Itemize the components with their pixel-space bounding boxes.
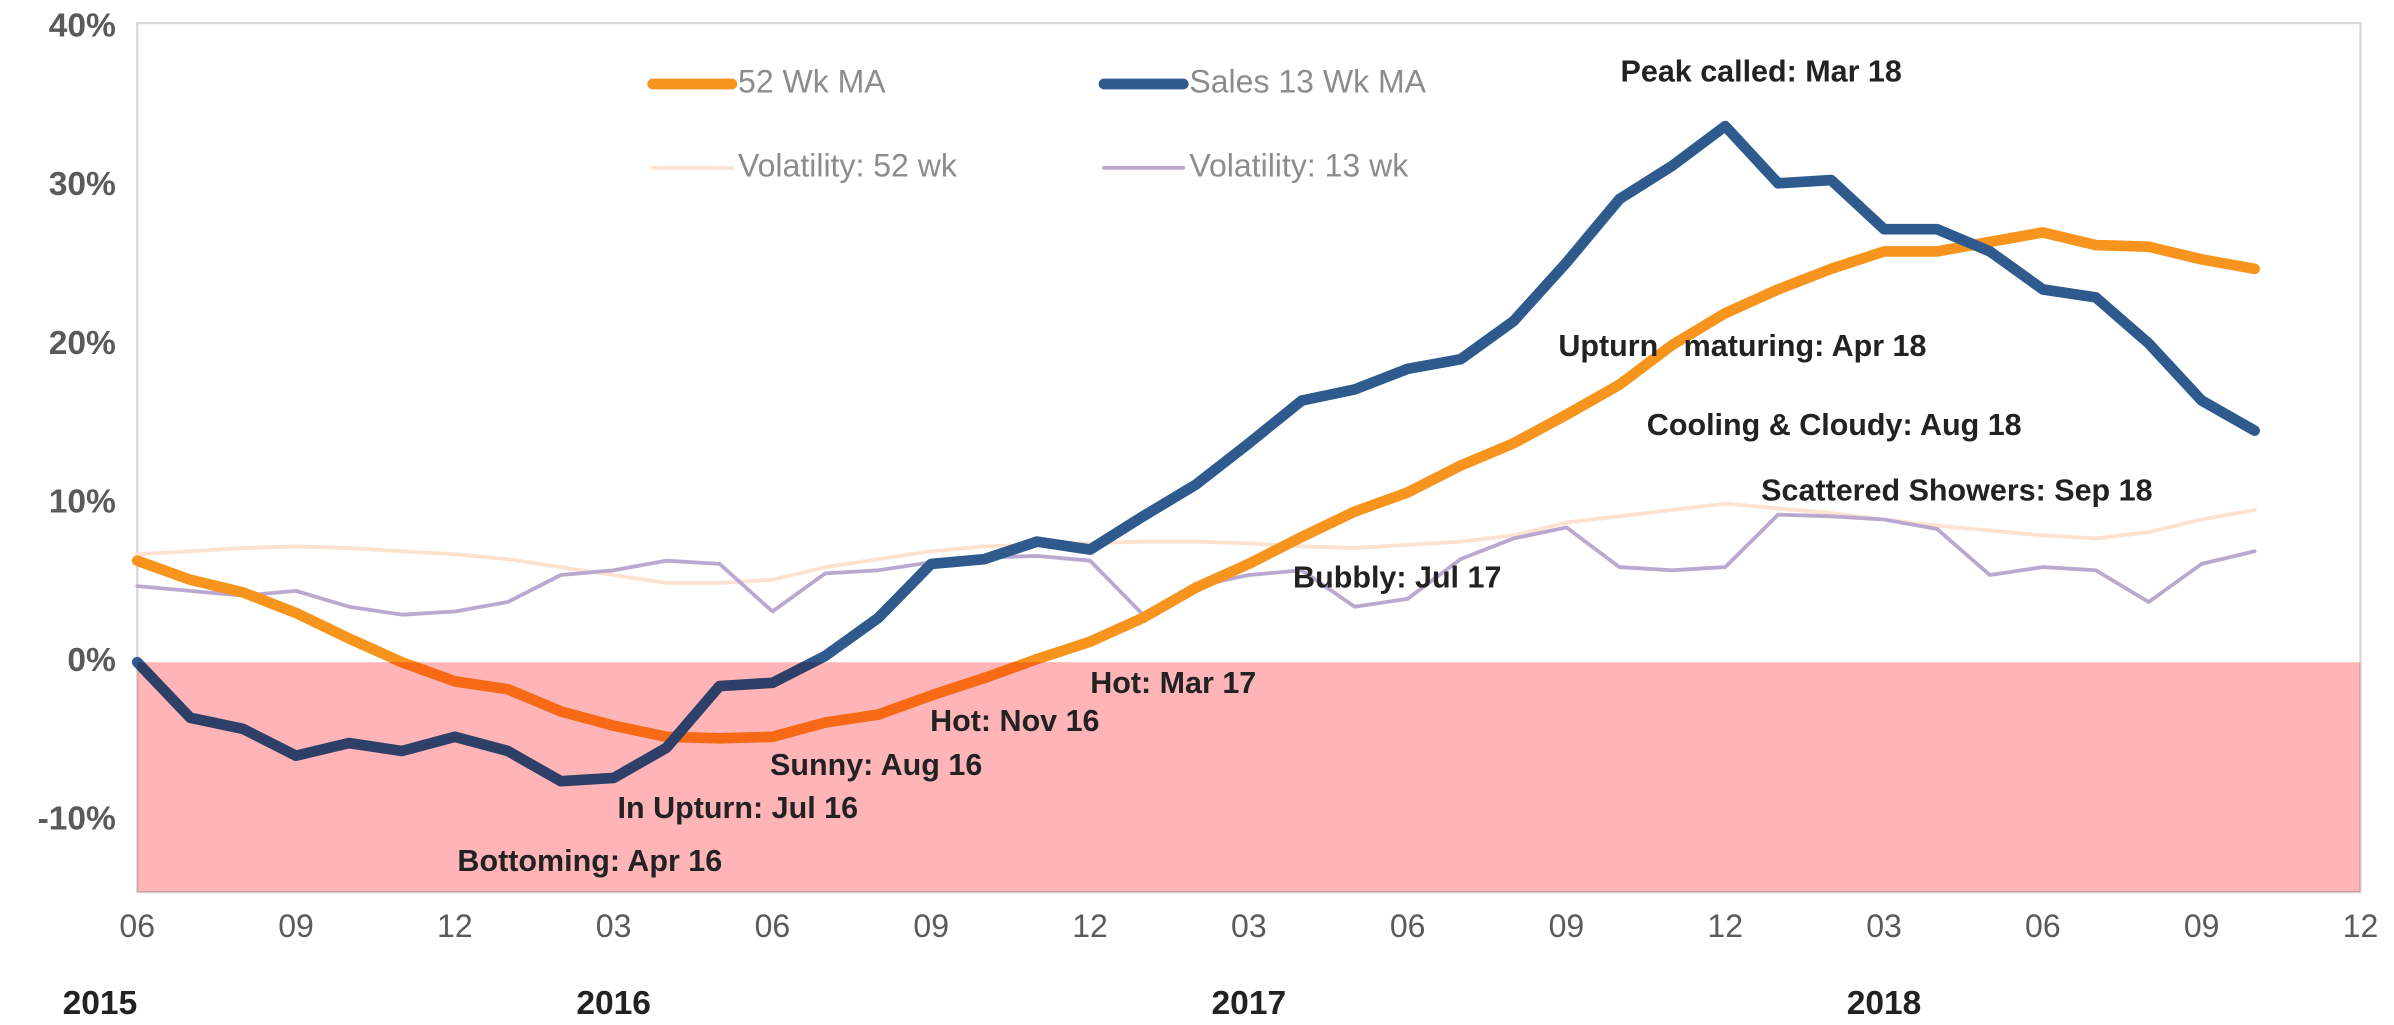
- annotation: Bubbly: Jul 17: [1293, 561, 1501, 595]
- x-tick-label: 03: [1866, 908, 1902, 944]
- series-line: [135, 512, 2257, 617]
- x-tick-label: 06: [1390, 908, 1426, 944]
- y-tick-label: 30%: [49, 166, 116, 203]
- x-tick-label: 09: [278, 908, 314, 944]
- annotation: Scattered Showers: Sep 18: [1761, 474, 2152, 508]
- x-tick-label: 09: [913, 908, 949, 944]
- legend-label: Sales 13 Wk MA: [1189, 63, 1426, 99]
- annotation: Sunny: Aug 16: [770, 748, 982, 782]
- y-tick-label: 10%: [49, 483, 116, 520]
- negative-zone: [137, 662, 2361, 893]
- x-tick-label: 06: [119, 908, 155, 944]
- annotation: Cooling & Cloudy: Aug 18: [1647, 408, 2022, 442]
- legend-label: 52 Wk MA: [738, 63, 886, 99]
- x-tick-label: 09: [1549, 908, 1585, 944]
- year-label: 2016: [576, 985, 651, 1022]
- year-label: 2017: [1212, 985, 1287, 1022]
- x-tick-label: 12: [1072, 908, 1108, 944]
- series-line: [135, 501, 2257, 585]
- annotation: Bottoming: Apr 16: [457, 844, 722, 878]
- year-label: 2018: [1847, 985, 1922, 1022]
- y-tick-label: 20%: [49, 325, 116, 362]
- x-tick-label: 06: [755, 908, 791, 944]
- annotation: Hot: Mar 17: [1090, 666, 1256, 700]
- x-tick-label: 03: [596, 908, 632, 944]
- legend-label: Volatility: 52 wk: [738, 147, 958, 183]
- annotation: Upturn maturing: Apr 18: [1558, 329, 1926, 363]
- x-tick-label: 12: [2343, 908, 2379, 944]
- y-tick-label: 0%: [67, 642, 115, 679]
- x-tick-label: 12: [437, 908, 473, 944]
- annotation: In Upturn: Jul 16: [618, 791, 859, 825]
- x-tick-label: 06: [2025, 908, 2061, 944]
- x-tick-label: 09: [2184, 908, 2220, 944]
- y-tick-label: -10%: [38, 801, 116, 838]
- y-tick-label: 40%: [49, 8, 116, 45]
- x-tick-label: 12: [1707, 908, 1743, 944]
- legend-label: Volatility: 13 wk: [1189, 147, 1409, 183]
- annotation: Peak called: Mar 18: [1621, 54, 1902, 88]
- x-tick-label: 03: [1231, 908, 1267, 944]
- annotation: Hot: Nov 16: [930, 704, 1099, 738]
- year-label: 2015: [63, 985, 138, 1022]
